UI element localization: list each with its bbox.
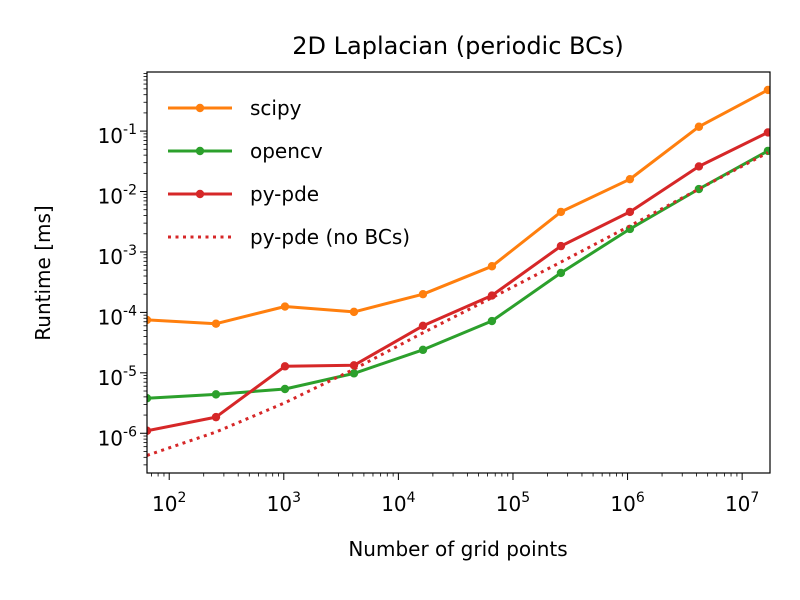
data-point-py-pde: [694, 162, 704, 171]
x-tick-label-exponent: 2: [177, 490, 186, 506]
chart-title: 2D Laplacian (periodic BCs): [292, 32, 623, 60]
data-point-py-pde: [625, 207, 635, 217]
x-tick-label-exponent: 6: [636, 490, 645, 506]
data-point-opencv: [763, 146, 770, 156]
y-tick-label-exponent: -1: [123, 122, 137, 138]
series-line-scipy: [147, 88, 769, 326]
x-tick-label-base: 10: [496, 492, 521, 516]
x-axis-title: Number of grid points: [348, 537, 567, 561]
data-point-scipy: [211, 319, 221, 328]
data-point-scipy: [349, 307, 359, 317]
x-tick-label: 106: [610, 490, 644, 516]
x-tick-label-base: 10: [152, 492, 177, 516]
legend-marker-py-pde: [195, 189, 205, 199]
y-tick-label-base: 10: [98, 366, 123, 390]
x-tick-label: 107: [725, 490, 759, 516]
legend-label-scipy: scipy: [250, 96, 302, 120]
data-point-py-pde: [487, 291, 497, 300]
y-tick-label: 10-3: [98, 243, 137, 269]
x-tick-label: 105: [496, 490, 530, 516]
data-point-scipy: [763, 85, 770, 95]
legend: scipy opencv py-pde py-pde (no BCs): [168, 96, 410, 249]
y-tick-label-base: 10: [98, 305, 123, 329]
y-tick-label-base: 10: [98, 185, 123, 209]
data-point-py-pde: [147, 426, 152, 435]
legend-label-py-pde-no-bcs: py-pde (no BCs): [250, 225, 410, 249]
y-tick-label-base: 10: [98, 124, 123, 148]
x-tick-label-base: 10: [381, 492, 406, 516]
data-point-scipy: [556, 207, 566, 217]
x-tick-label-exponent: 4: [407, 490, 416, 506]
plot-area: [147, 85, 770, 457]
series-scipy: [147, 85, 770, 328]
data-point-opencv: [487, 316, 497, 326]
y-tick-label-exponent: -6: [123, 424, 137, 440]
data-point-py-pde: [556, 241, 566, 251]
legend-label-opencv: opencv: [250, 139, 323, 163]
series-line-py-pde: [147, 131, 769, 433]
y-tick-label-base: 10: [98, 245, 123, 269]
y-tick-label-exponent: -5: [123, 364, 137, 380]
data-point-opencv: [418, 345, 428, 355]
y-tick-label: 10-1: [98, 122, 137, 148]
series-py-pde: [147, 128, 770, 435]
legend-label-py-pde: py-pde: [250, 182, 319, 206]
y-tick-label-base: 10: [98, 426, 123, 450]
legend-item-py-pde: py-pde: [168, 182, 319, 206]
x-tick-label: 102: [152, 490, 186, 516]
axes-frame: [146, 71, 771, 474]
x-tick-label-exponent: 7: [750, 490, 759, 506]
data-point-py-pde: [763, 128, 770, 137]
y-tick-label: 10-2: [98, 183, 137, 209]
legend-marker-opencv: [195, 146, 205, 156]
y-tick-label: 10-4: [98, 303, 138, 329]
data-point-py-pde: [211, 412, 221, 422]
y-tick-label-exponent: -3: [123, 243, 137, 259]
x-axis: 102 103 104 105 106 107: [151, 473, 759, 516]
x-tick-label-exponent: 3: [292, 490, 301, 506]
data-point-opencv: [211, 390, 221, 399]
data-point-opencv: [147, 394, 152, 403]
x-tick-label-base: 10: [610, 492, 635, 516]
data-point-opencv: [349, 369, 359, 378]
data-point-opencv: [280, 384, 290, 394]
data-point-scipy: [280, 302, 290, 311]
data-point-scipy: [694, 122, 704, 131]
data-point-py-pde: [280, 362, 290, 371]
x-tick-label: 103: [267, 490, 301, 516]
x-tick-label-exponent: 5: [521, 490, 530, 506]
data-point-scipy: [625, 174, 635, 184]
y-axis-title: Runtime [ms]: [31, 205, 55, 340]
data-point-opencv: [556, 268, 566, 278]
data-point-scipy: [147, 315, 152, 325]
legend-item-opencv: opencv: [168, 139, 323, 163]
x-tick-label-base: 10: [725, 492, 750, 516]
x-tick-label: 104: [381, 490, 415, 516]
data-point-scipy: [487, 262, 497, 271]
y-axis: 10-610-510-410-310-210-1: [98, 73, 147, 466]
y-tick-label: 10-5: [98, 364, 137, 390]
data-point-py-pde: [418, 321, 428, 330]
y-tick-label: 10-6: [98, 424, 138, 450]
legend-marker-scipy: [195, 103, 205, 113]
y-tick-label-exponent: -4: [123, 303, 137, 319]
y-tick-label-exponent: -2: [123, 183, 137, 199]
legend-item-py-pde-no-bcs: py-pde (no BCs): [168, 225, 410, 249]
legend-item-scipy: scipy: [168, 96, 302, 120]
data-point-scipy: [418, 289, 428, 299]
x-tick-label-base: 10: [267, 492, 292, 516]
